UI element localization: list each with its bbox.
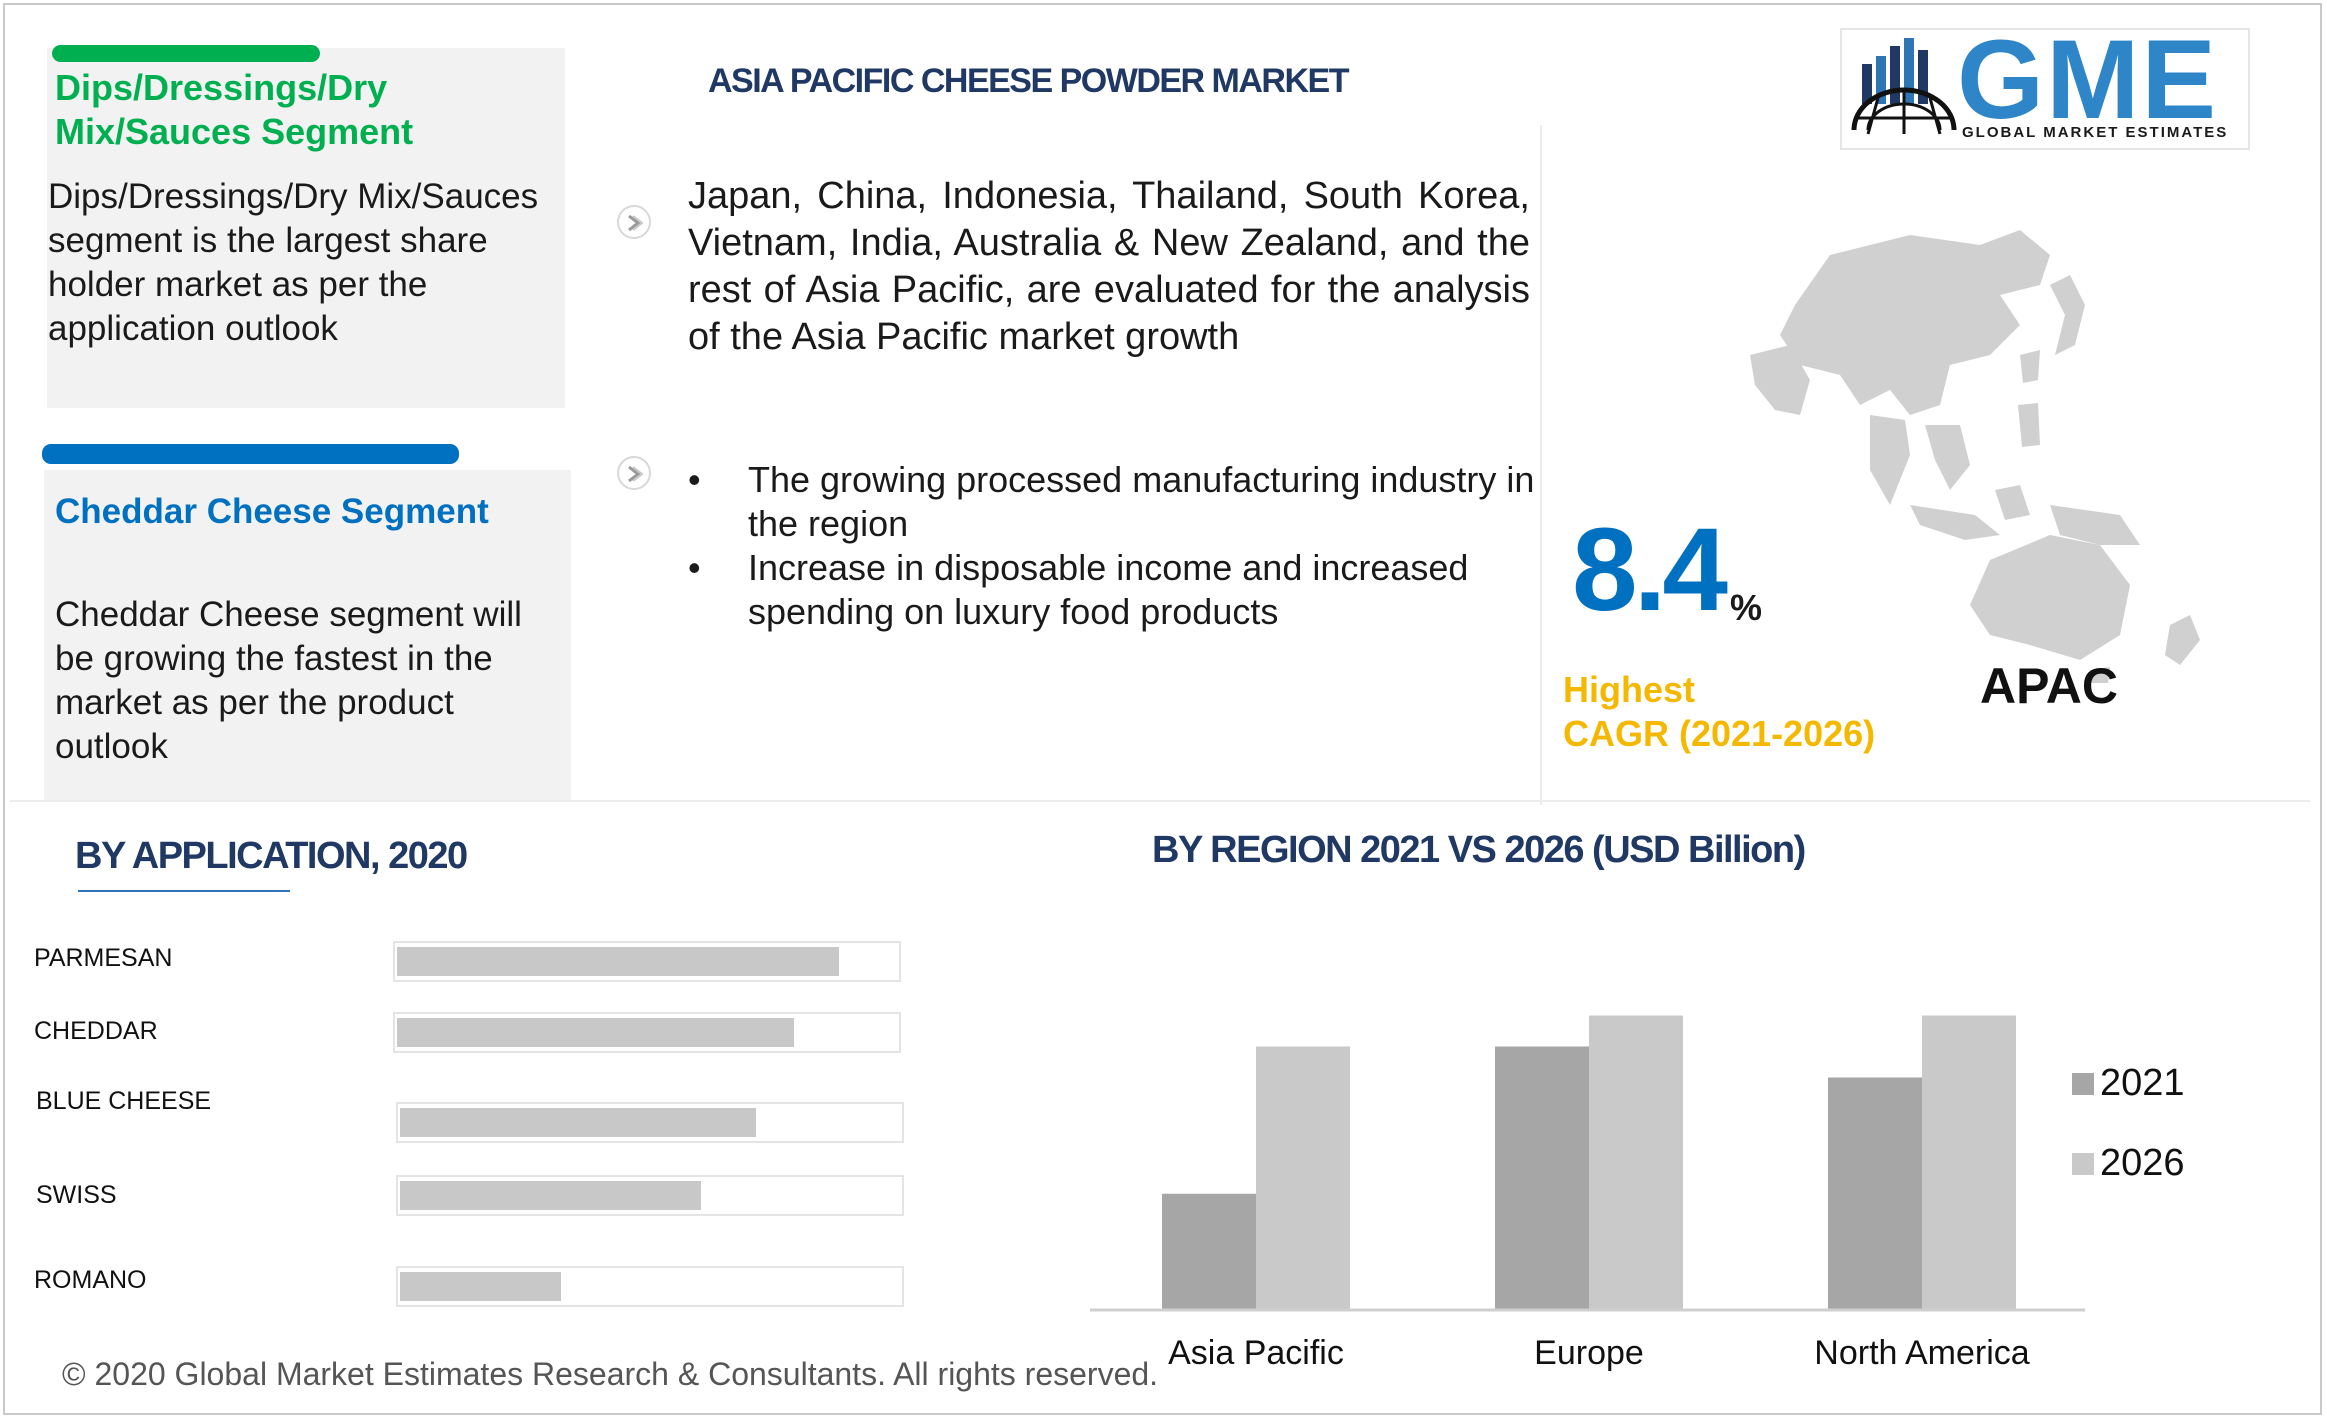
page-title: ASIA PACIFIC CHEESE POWDER MARKET	[708, 62, 1349, 100]
region-bar-chart: Asia Pacific Europe North America 2021 2026	[1090, 1015, 2185, 1372]
driver-text: The growing processed manufacturing indu…	[748, 459, 1535, 544]
segment-card-application	[47, 48, 565, 408]
bar	[400, 1272, 561, 1301]
legend-label: 2021	[2100, 1062, 2185, 1104]
bar-track	[393, 941, 901, 982]
cagr-unit: %	[1730, 587, 1763, 628]
region-chart-title: BY REGION 2021 VS 2026 (USD Billion)	[1152, 829, 1806, 871]
divider-horizontal	[10, 800, 2310, 802]
card-accent-bar-green	[52, 45, 320, 62]
bar-2021	[1828, 1077, 1922, 1310]
copyright-footer: © 2020 Global Market Estimates Research …	[62, 1356, 1159, 1392]
gme-logo: GME GLOBAL MARKET ESTIMATES	[1840, 20, 2250, 150]
bar-2026	[1256, 1046, 1350, 1310]
bar-category-label: PARMESAN	[34, 944, 173, 972]
bullet-symbol: •	[688, 547, 701, 588]
bar-2021	[1495, 1046, 1589, 1310]
legend-label: 2026	[2100, 1142, 2185, 1184]
bar-2026	[1922, 1015, 2016, 1310]
x-tick-label: Europe	[1534, 1334, 1644, 1372]
logo-subtitle: GLOBAL MARKET ESTIMATES	[1962, 124, 2229, 141]
chevron-right-icon	[617, 456, 651, 490]
card-accent-bar-blue	[42, 444, 459, 464]
cagr-value: 8.4	[1572, 504, 1728, 636]
logo-wordmark: GME	[1957, 17, 2219, 142]
x-tick-label: Asia Pacific	[1168, 1334, 1344, 1372]
bar-2026	[1589, 1015, 1683, 1310]
cagr-label: Highest CAGR (2021-2026)	[1563, 668, 1875, 756]
cagr-region: APAC	[1980, 658, 2118, 714]
driver-text: Increase in disposable income and increa…	[748, 547, 1469, 632]
bar-category-label: BLUE CHEESE	[36, 1087, 212, 1115]
region-coverage-text: Japan, China, Indonesia, Thailand, South…	[688, 175, 1530, 358]
legend-swatch	[2072, 1073, 2094, 1095]
cagr-label-line1: Highest	[1563, 669, 1696, 710]
list-item: • Increase in disposable income and incr…	[688, 546, 1548, 634]
bar	[400, 1181, 701, 1210]
bar-track	[396, 1175, 904, 1216]
card-title-application: Dips/Dressings/Dry Mix/Sauces Segment	[55, 67, 414, 152]
bar-track	[393, 1012, 901, 1053]
title-underline	[78, 890, 290, 892]
card-text-application: Dips/Dressings/Dry Mix/Sauces segment is…	[48, 177, 539, 348]
bar-track	[396, 1102, 904, 1143]
divider-vertical	[1540, 125, 1542, 805]
page-frame	[3, 3, 2322, 1415]
card-title-product: Cheddar Cheese Segment	[55, 492, 489, 531]
bar-category-label: ROMANO	[34, 1266, 147, 1294]
list-item: • The growing processed manufacturing in…	[688, 458, 1548, 546]
bar-category-label: SWISS	[36, 1181, 117, 1209]
bar	[397, 1018, 794, 1047]
chevron-right-icon	[617, 205, 651, 239]
application-chart-title: BY APPLICATION, 2020	[75, 835, 468, 877]
bar-2021	[1162, 1193, 1256, 1310]
legend-swatch	[2072, 1153, 2094, 1175]
x-tick-label: North America	[1814, 1334, 2029, 1372]
bar-category-label: CHEDDAR	[34, 1017, 158, 1045]
asia-pacific-map-icon	[1750, 230, 2200, 683]
bar	[397, 947, 839, 976]
globe-logo-icon	[1851, 38, 1957, 135]
bullet-symbol: •	[688, 459, 701, 500]
bar-track	[396, 1266, 904, 1307]
bar	[400, 1108, 756, 1137]
card-text-product: Cheddar Cheese segment will be growing t…	[55, 595, 522, 766]
growth-drivers-list: • The growing processed manufacturing in…	[688, 458, 1548, 634]
cagr-label-line2: CAGR (2021-2026)	[1563, 713, 1876, 754]
segment-card-product	[44, 470, 571, 800]
